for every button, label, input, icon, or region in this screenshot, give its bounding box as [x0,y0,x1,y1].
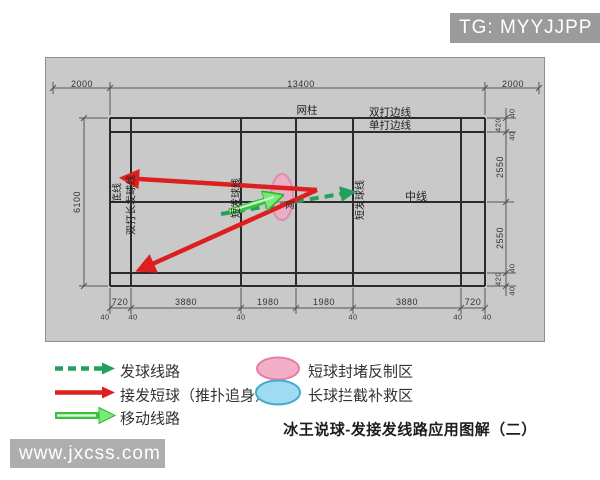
doubles-long-service-label: 双打长发球线 [126,175,138,235]
dim-right-2550-upper: 2550 [495,155,505,179]
dim-bottom-3880-right: 3880 [395,297,419,307]
net-post-label: 网柱 [296,104,318,117]
dim-right-40-c: 40 [507,263,517,273]
dim-bottom-1980-left: 1980 [256,297,280,307]
dim-bottom-1980-right: 1980 [312,297,336,307]
tg-watermark: TG: MYYJJPP [450,13,600,43]
net-label: 网 [285,200,295,211]
dimension-lines [49,82,543,314]
receive-route-legend-label: 接发短球（推扑追身） [120,387,271,405]
dim-bottom-720-right: 720 [464,297,482,307]
dim-linewidth-2: 40 [128,312,138,322]
dim-bottom-3880-left: 3880 [174,297,198,307]
movement-route-arrow-highlight [229,195,275,213]
court-diagram-panel: 网柱 双打边线 单打边线 中线 网 底线 双打长发球线 短发球线 短发球线 20… [45,57,545,342]
dim-bottom-720-left: 720 [111,297,129,307]
baseline-label: 底线 [112,183,124,203]
dim-right-420-top: 420 [493,117,503,133]
court-drawing [49,82,543,314]
dim-right-2550-lower: 2550 [495,226,505,250]
dim-top-left: 2000 [70,79,94,89]
short-service-line-left-label: 短发球线 [231,178,243,218]
dim-linewidth-5: 40 [453,312,463,322]
dim-right-40-a: 40 [507,108,517,118]
dim-right-420-bottom: 420 [493,271,503,287]
court-lines [109,117,486,287]
site-watermark: www.jxcss.com [10,439,165,468]
doubles-sideline-label: 双打边线 [369,106,411,119]
dim-right-40-d: 40 [507,286,517,296]
dim-top-center: 13400 [287,79,315,89]
dim-linewidth-1: 40 [100,312,110,322]
serve-route-legend-label: 发球线路 [120,363,181,381]
long-zone-legend-label: 长球拦截补救区 [308,387,414,405]
receive-push-deep-arrow [135,187,318,273]
receive-push-flat-arrow [118,168,318,193]
dim-left-height: 6100 [72,190,82,214]
long-zone-legend-icon [254,379,302,412]
short-zone-legend-label: 短球封堵反制区 [308,363,414,381]
dim-linewidth-3: 40 [236,312,246,322]
diagram-caption: 冰王说球-发接发线路应用图解（二） [283,421,537,439]
dim-linewidth-4: 40 [348,312,358,322]
receive-route-legend-icon [53,385,117,406]
serve-route-legend-icon [53,361,117,382]
short-service-line-right-label: 短发球线 [355,180,367,220]
singles-sideline-label: 单打边线 [369,119,411,132]
movement-route-legend-icon [53,406,117,430]
dim-linewidth-6: 40 [482,312,492,322]
center-line-label: 中线 [405,191,427,203]
dim-right-40-b: 40 [507,131,517,141]
dim-top-right: 2000 [501,79,525,89]
movement-route-legend-label: 移动线路 [120,410,181,428]
